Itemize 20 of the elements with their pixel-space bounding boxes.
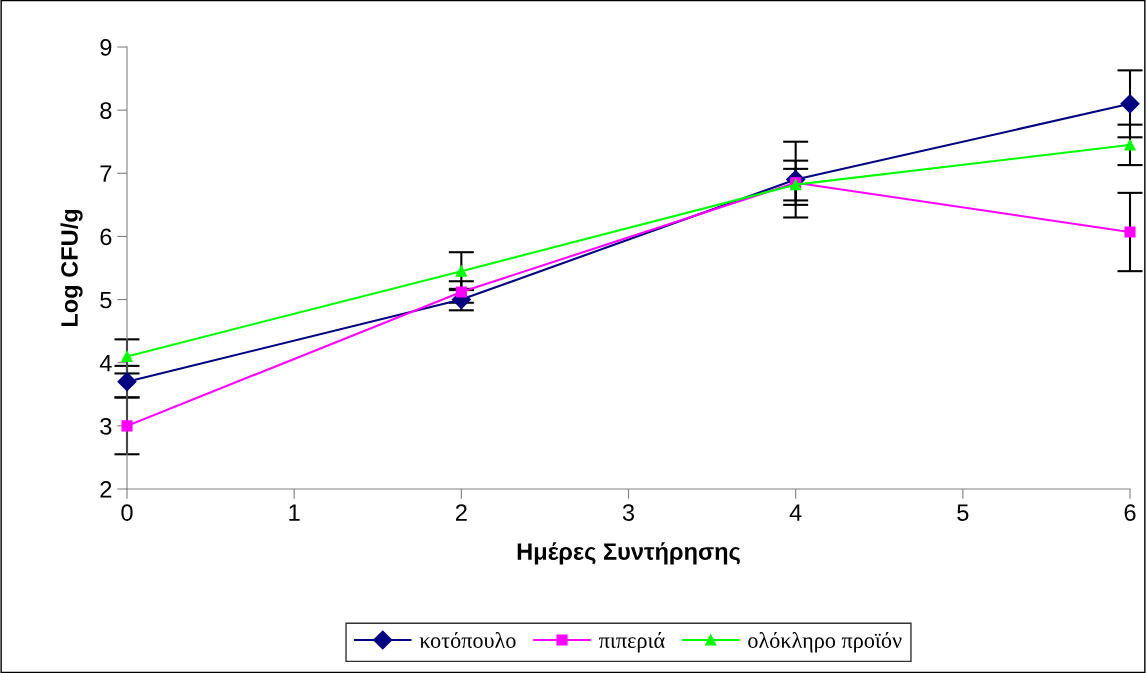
x-tick-label: 2 — [455, 504, 467, 521]
legend-label: πιπεριά — [598, 632, 665, 653]
x-tick-label: 3 — [622, 504, 635, 521]
y-tick-label: 4 — [99, 355, 112, 372]
y-tick-label: 7 — [100, 165, 112, 182]
y-tick-label: 2 — [100, 481, 112, 498]
x-tick-label: 1 — [289, 504, 300, 521]
x-tick-label: 6 — [1124, 504, 1136, 521]
y-tick-label: 8 — [100, 102, 112, 119]
y-tick-label: 9 — [100, 39, 112, 56]
y-tick-label: 3 — [100, 417, 112, 435]
y-tick-label: 6 — [100, 228, 112, 246]
legend-label: κοτόπουλο — [419, 632, 516, 648]
legend-label: ολόκληρο προϊόν — [748, 632, 902, 653]
y-tick-label: 5 — [100, 291, 112, 309]
x-tick-label: 4 — [789, 504, 802, 521]
x-axis-title: Ημέρες Συντήρησης — [517, 542, 740, 565]
x-tick-label: 0 — [121, 504, 133, 521]
y-axis-title: Log CFU/g — [60, 209, 83, 327]
x-tick-label: 5 — [957, 504, 969, 521]
